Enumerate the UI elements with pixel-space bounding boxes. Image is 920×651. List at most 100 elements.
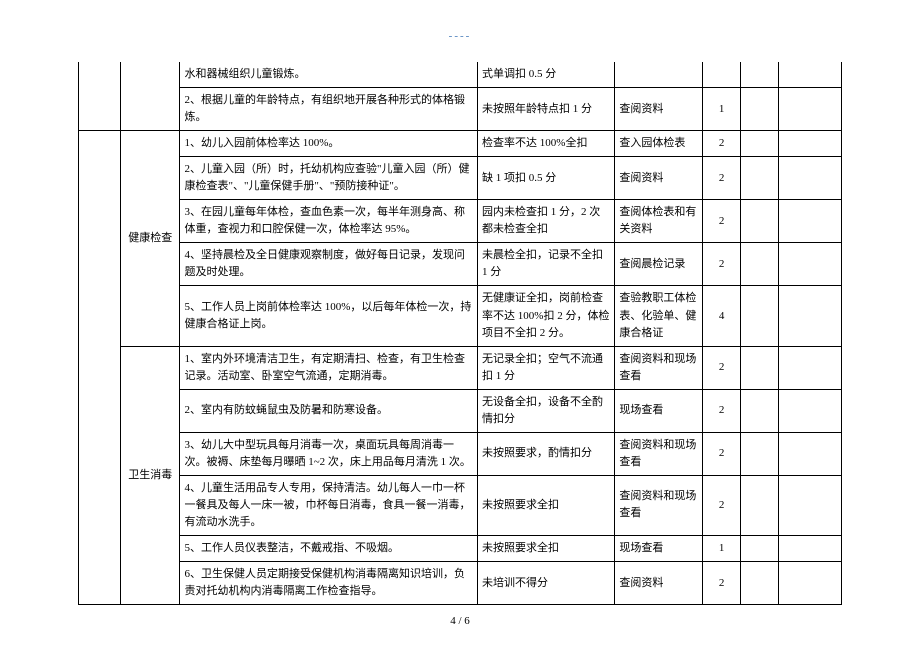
cell-criteria: 园内未检查扣 1 分，2 次都未检查全扣 [478, 200, 615, 243]
table-row: 3、幼儿大中型玩具每月消毒一次，桌面玩具每周消毒一次。被褥、床垫每月曝晒 1~2… [79, 432, 842, 475]
cell-blank2 [779, 157, 842, 200]
table-row: 2、室内有防蚊蝇鼠虫及防暑和防寒设备。 无设备全扣，设备不全酌情扣分 现场查看 … [79, 389, 842, 432]
cell-blank2 [779, 88, 842, 131]
cell-content: 4、坚持晨检及全日健康观察制度，做好每日记录，发现问题及时处理。 [180, 243, 478, 286]
cell-content: 6、卫生保健人员定期接受保健机构消毒隔离知识培训，负责对托幼机构内消毒隔离工作检… [180, 562, 478, 605]
cell-criteria: 检查率不达 100%全扣 [478, 131, 615, 157]
cell-criteria: 未培训不得分 [478, 562, 615, 605]
top-mark: ---- [78, 30, 842, 42]
cell-score: 1 [703, 88, 741, 131]
cell-blank1 [741, 562, 779, 605]
table-row: 卫生消毒 1、室内外环境清洁卫生，有定期清扫、检查，有卫生检查记录。活动室、卧室… [79, 346, 842, 389]
cell-method: 查验教职工体检表、化验单、健康合格证 [615, 286, 703, 346]
table-row: 6、卫生保健人员定期接受保健机构消毒隔离知识培训，负责对托幼机构内消毒隔离工作检… [79, 562, 842, 605]
cell-cat0 [79, 62, 121, 131]
cell-content: 5、工作人员上岗前体检率达 100%，以后每年体检一次，持健康合格证上岗。 [180, 286, 478, 346]
cell-method: 查阅体检表和有关资料 [615, 200, 703, 243]
cell-score: 4 [703, 286, 741, 346]
cell-blank1 [741, 200, 779, 243]
cell-blank2 [779, 131, 842, 157]
cell-blank2 [779, 200, 842, 243]
cell-content: 4、儿童生活用品专人专用，保持清洁。幼儿每人一巾一杯一餐具及每人一床一被，巾杯每… [180, 475, 478, 535]
cell-method: 查阅资料 [615, 157, 703, 200]
cell-cat-blank2 [79, 346, 121, 605]
cell-blank2 [779, 536, 842, 562]
cell-method [615, 62, 703, 88]
cell-criteria: 未按照要求全扣 [478, 536, 615, 562]
cell-score: 2 [703, 131, 741, 157]
cell-blank1 [741, 157, 779, 200]
cell-content: 2、根据儿童的年龄特点，有组织地开展各种形式的体格锻炼。 [180, 88, 478, 131]
cell-content: 1、室内外环境清洁卫生，有定期清扫、检查，有卫生检查记录。活动室、卧室空气流通，… [180, 346, 478, 389]
cell-method: 查阅资料 [615, 88, 703, 131]
cell-criteria: 无记录全扣；空气不流通扣 1 分 [478, 346, 615, 389]
cell-score [703, 62, 741, 88]
cell-method: 现场查看 [615, 536, 703, 562]
cell-blank1 [741, 475, 779, 535]
cell-blank2 [779, 475, 842, 535]
cell-score: 1 [703, 536, 741, 562]
cell-criteria: 未按照要求，酌情扣分 [478, 432, 615, 475]
cell-criteria: 未按照年龄特点扣 1 分 [478, 88, 615, 131]
table-row: 健康检查 1、幼儿入园前体检率达 100%。 检查率不达 100%全扣 查入园体… [79, 131, 842, 157]
cell-cat-blank [79, 131, 121, 346]
cell-blank1 [741, 286, 779, 346]
cell-blank1 [741, 346, 779, 389]
table-row: 5、工作人员上岗前体检率达 100%，以后每年体检一次，持健康合格证上岗。 无健… [79, 286, 842, 346]
cell-blank1 [741, 62, 779, 88]
cell-score: 2 [703, 562, 741, 605]
table-row: 5、工作人员仪表整洁，不戴戒指、不吸烟。 未按照要求全扣 现场查看 1 [79, 536, 842, 562]
cell-content: 2、儿童入园（所）时，托幼机构应查验"儿童入园（所）健康检查表"、"儿童保健手册… [180, 157, 478, 200]
cell-blank2 [779, 346, 842, 389]
cell-blank1 [741, 131, 779, 157]
cell-method: 查阅资料 [615, 562, 703, 605]
page: ---- 水和器械组织儿童锻炼。 式单调扣 0.5 分 2、根据儿童的年龄特点，… [0, 0, 920, 651]
cell-score: 2 [703, 346, 741, 389]
cell-blank2 [779, 432, 842, 475]
cell-content: 1、幼儿入园前体检率达 100%。 [180, 131, 478, 157]
cell-criteria: 未晨检全扣，记录不全扣 1 分 [478, 243, 615, 286]
cell-blank1 [741, 536, 779, 562]
cell-blank2 [779, 243, 842, 286]
cell-criteria: 未按照要求全扣 [478, 475, 615, 535]
cell-method: 查阅晨检记录 [615, 243, 703, 286]
table-row: 2、根据儿童的年龄特点，有组织地开展各种形式的体格锻炼。 未按照年龄特点扣 1 … [79, 88, 842, 131]
cell-blank2 [779, 562, 842, 605]
assessment-table: 水和器械组织儿童锻炼。 式单调扣 0.5 分 2、根据儿童的年龄特点，有组织地开… [78, 62, 842, 605]
cell-content: 水和器械组织儿童锻炼。 [180, 62, 478, 88]
cell-criteria: 无健康证全扣，岗前检查率不达 100%扣 2 分，体检项目不全扣 2 分。 [478, 286, 615, 346]
cell-blank2 [779, 286, 842, 346]
cell-score: 2 [703, 243, 741, 286]
page-number: 4 / 6 [0, 615, 920, 627]
table-row: 4、儿童生活用品专人专用，保持清洁。幼儿每人一巾一杯一餐具及每人一床一被，巾杯每… [79, 475, 842, 535]
table-row: 2、儿童入园（所）时，托幼机构应查验"儿童入园（所）健康检查表"、"儿童保健手册… [79, 157, 842, 200]
table-row: 4、坚持晨检及全日健康观察制度，做好每日记录，发现问题及时处理。 未晨检全扣，记… [79, 243, 842, 286]
cell-score: 2 [703, 432, 741, 475]
cell-blank1 [741, 432, 779, 475]
cell-method: 查阅资料和现场查看 [615, 432, 703, 475]
cell-sub0 [120, 62, 180, 131]
cell-method: 现场查看 [615, 389, 703, 432]
table-row: 水和器械组织儿童锻炼。 式单调扣 0.5 分 [79, 62, 842, 88]
cell-content: 2、室内有防蚊蝇鼠虫及防暑和防寒设备。 [180, 389, 478, 432]
cell-content: 3、幼儿大中型玩具每月消毒一次，桌面玩具每周消毒一次。被褥、床垫每月曝晒 1~2… [180, 432, 478, 475]
cell-criteria: 式单调扣 0.5 分 [478, 62, 615, 88]
table-row: 3、在园儿童每年体检，查血色素一次，每半年测身高、称体重，查视力和口腔保健一次，… [79, 200, 842, 243]
cell-category-sanit: 卫生消毒 [120, 346, 180, 605]
cell-blank1 [741, 243, 779, 286]
cell-blank2 [779, 389, 842, 432]
cell-score: 2 [703, 157, 741, 200]
cell-content: 3、在园儿童每年体检，查血色素一次，每半年测身高、称体重，查视力和口腔保健一次，… [180, 200, 478, 243]
cell-blank1 [741, 389, 779, 432]
cell-content: 5、工作人员仪表整洁，不戴戒指、不吸烟。 [180, 536, 478, 562]
cell-blank1 [741, 88, 779, 131]
cell-method: 查入园体检表 [615, 131, 703, 157]
cell-criteria: 无设备全扣，设备不全酌情扣分 [478, 389, 615, 432]
cell-category-health: 健康检查 [120, 131, 180, 346]
cell-blank2 [779, 62, 842, 88]
cell-score: 2 [703, 475, 741, 535]
cell-score: 2 [703, 200, 741, 243]
cell-method: 查阅资料和现场查看 [615, 475, 703, 535]
cell-method: 查阅资料和现场查看 [615, 346, 703, 389]
cell-criteria: 缺 1 项扣 0.5 分 [478, 157, 615, 200]
